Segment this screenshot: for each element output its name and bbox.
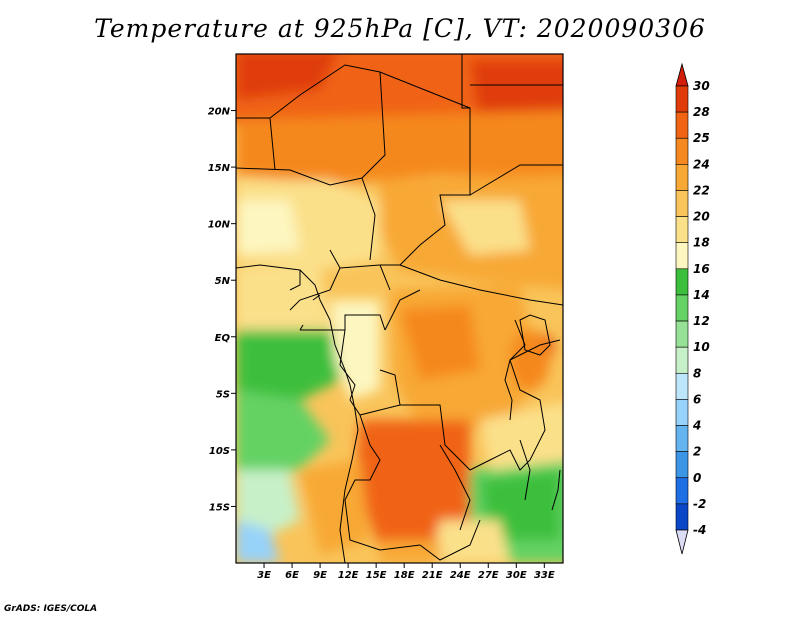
colorbar-block xyxy=(675,137,689,165)
lat-tick-label: EQ xyxy=(215,333,231,344)
map-frame xyxy=(235,53,564,564)
colorbar-block xyxy=(675,164,689,191)
colorbar-block xyxy=(675,503,689,531)
colorbar-label: 28 xyxy=(693,105,710,119)
colorbar-label: 4 xyxy=(692,419,701,433)
colorbar-label: 12 xyxy=(693,314,710,328)
colorbar-block xyxy=(675,451,689,479)
lon-tick-label: 15E xyxy=(366,570,387,581)
lon-tick-label: 21E xyxy=(422,570,443,581)
lon-tick-label: 30E xyxy=(506,570,527,581)
colorbar-label: 30 xyxy=(693,79,710,93)
lat-tick-label: 10S xyxy=(209,446,230,457)
colorbar-label: -4 xyxy=(693,523,706,537)
country-borders xyxy=(236,54,563,561)
map-title: Temperature at 925hPa [C], VT: 202009030… xyxy=(94,14,706,43)
colorbar-block xyxy=(675,320,689,348)
lon-tick-label: 3E xyxy=(257,570,271,581)
colorbar-label: 25 xyxy=(693,131,710,145)
colorbar-block xyxy=(675,216,689,244)
colorbar-label: 2 xyxy=(693,445,701,459)
colorbar-block xyxy=(675,425,689,452)
colorbar-block xyxy=(675,294,689,322)
lon-tick-label: 33E xyxy=(534,570,555,581)
colorbar-label: 6 xyxy=(693,392,701,406)
colorbar-block xyxy=(675,399,689,426)
lat-tick-label: 15S xyxy=(209,502,230,513)
colorbar-top-arrow xyxy=(675,62,689,87)
colorbar-label: 0 xyxy=(693,471,701,485)
temperature-field xyxy=(236,54,563,563)
lat-tick-label: 10N xyxy=(208,220,231,231)
coastlines xyxy=(236,264,561,563)
colorbar-label: 8 xyxy=(693,366,701,380)
colorbar-label: 18 xyxy=(693,236,710,250)
lon-tick-label: 24E xyxy=(450,570,471,581)
colorbar-label: 16 xyxy=(693,262,710,276)
colorbar-bottom-arrow xyxy=(675,529,689,555)
colorbar-label: 22 xyxy=(693,183,710,197)
colorbar-block xyxy=(675,190,689,217)
colorbar-label: 14 xyxy=(693,288,710,302)
lat-tick-label: 15N xyxy=(208,163,231,174)
lon-tick-label: 12E xyxy=(338,570,359,581)
colorbar-block xyxy=(675,242,689,270)
lon-tick-label: 27E xyxy=(478,570,499,581)
colorbar-block xyxy=(675,346,689,374)
colorbar-label: 20 xyxy=(693,210,710,224)
lon-tick-label: 9E xyxy=(313,570,327,581)
lat-tick-label: 5N xyxy=(215,276,231,287)
lat-tick-label: 20N xyxy=(208,107,231,118)
colorbar-block xyxy=(675,372,689,400)
colorbar-block xyxy=(675,85,689,113)
grads-credit: GrADS: IGES/COLA xyxy=(4,604,98,614)
colorbar-label: 10 xyxy=(693,340,710,354)
colorbar-label: 24 xyxy=(693,157,710,171)
latitude-axis: 20N 15N 10N 5N EQ 5S 10S 15S xyxy=(208,107,236,513)
lon-tick-label: 18E xyxy=(394,570,415,581)
colorbar-block xyxy=(675,268,689,296)
lon-tick-label: 6E xyxy=(285,570,299,581)
longitude-axis: 3E 6E 9E 12E 15E 18E 21E 24E 27E 30E 33E xyxy=(257,563,555,581)
colorbar-block xyxy=(675,477,689,505)
colorbar-label: -2 xyxy=(693,497,706,511)
colorbar-block xyxy=(675,111,689,139)
lat-tick-label: 5S xyxy=(216,389,230,400)
